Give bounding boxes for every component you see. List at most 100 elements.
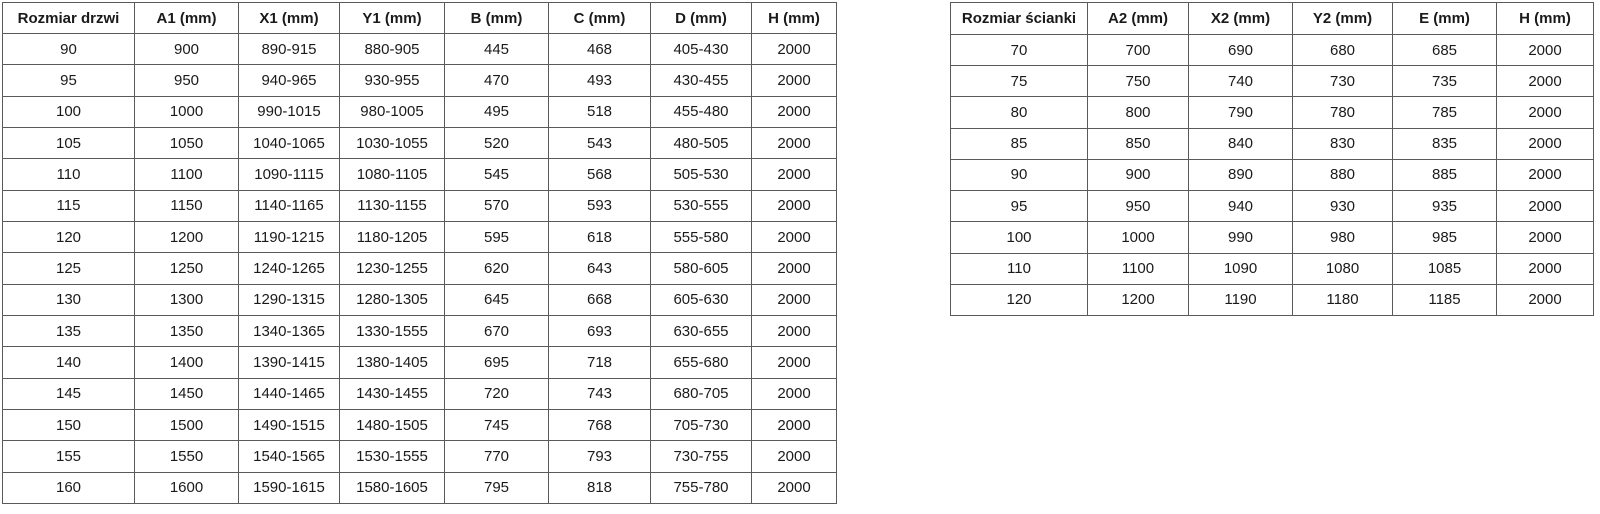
table-cell: 2000 (1496, 65, 1594, 98)
table-cell: 1100 (1087, 252, 1189, 285)
table-cell: 95 (2, 64, 135, 97)
table-cell: 930-955 (339, 64, 445, 97)
table-cell: 470 (444, 64, 549, 97)
table-cell: 90 (2, 32, 135, 66)
table-cell: 655-680 (650, 346, 752, 379)
table-cell: 980-1005 (339, 95, 445, 128)
header-cell: H (mm) (1496, 2, 1594, 35)
table-cell: 1580-1605 (339, 471, 445, 505)
table-row: 140 1400 1390-1415 1380-1405 695 718 655-680 20… (2, 346, 837, 379)
table-cell: 568 (548, 158, 651, 191)
table-row: 145 1450 1440-1465 1430-1455 720 743 680-705 20… (2, 377, 837, 410)
table-cell: 720 (444, 377, 549, 410)
table-cell: 555-580 (650, 220, 752, 254)
table-cell: 1600 (134, 471, 239, 505)
table-cell: 2000 (751, 95, 837, 128)
table-cell: 1180 (1292, 283, 1393, 317)
table-cell: 990 (1188, 221, 1293, 254)
table-cell: 840 (1188, 127, 1293, 160)
table-cell: 2000 (1496, 96, 1594, 129)
table-cell: 100 (2, 95, 135, 128)
table-cell: 990-1015 (238, 95, 340, 128)
table-row: 160 1600 1590-1615 1580-1605 795 818 755-780 20… (2, 471, 837, 505)
table-row: 75 750 740 730 735 2000 (950, 65, 1594, 98)
table-cell: 120 (2, 220, 135, 254)
table-cell: 793 (548, 440, 651, 473)
table-cell: 780 (1292, 96, 1393, 129)
table-cell: 1050 (134, 126, 239, 160)
table-cell: 2000 (751, 64, 837, 97)
header-row: Rozmiar drzwi A1 (mm) X1 (mm) Y1 (mm) B (mm)… (2, 2, 837, 34)
table-cell: 2000 (751, 346, 837, 379)
table-row: 135 1350 1340-1365 1330-1555 670 693 630-655 20… (2, 314, 837, 348)
table-cell: 1200 (134, 220, 239, 254)
table-cell: 2000 (1496, 252, 1594, 285)
table-cell: 620 (444, 252, 549, 285)
table-cell: 685 (1392, 33, 1497, 67)
table-cell: 940 (1188, 190, 1293, 223)
table-cell: 2000 (751, 32, 837, 66)
table-cell: 1040-1065 (238, 126, 340, 160)
table-row: 95 950 940 930 935 2000 (950, 190, 1594, 223)
header-cell: A2 (mm) (1087, 2, 1189, 35)
table-row: 90 900 890-915 880-905 445 468 405-430 2000 (2, 32, 837, 66)
table-row: 130 1300 1290-1315 1280-1305 645 668 605-630 20… (2, 283, 837, 316)
table-cell: 85 (950, 127, 1088, 160)
table-cell: 1100 (134, 158, 239, 191)
table-row: 155 1550 1540-1565 1530-1555 770 793 730-755 20… (2, 440, 837, 473)
table-cell: 480-505 (650, 126, 752, 160)
table-cell: 1150 (134, 189, 239, 222)
table-cell: 1450 (134, 377, 239, 410)
table-cell: 110 (950, 252, 1088, 285)
table-cell: 790 (1188, 96, 1293, 129)
header-cell: H (mm) (751, 2, 837, 34)
table-cell: 405-430 (650, 32, 752, 66)
table-cell: 455-480 (650, 95, 752, 128)
table-cell: 740 (1188, 65, 1293, 98)
table-cell: 1090 (1188, 252, 1293, 285)
table-cell: 1530-1555 (339, 440, 445, 473)
table-cell: 770 (444, 440, 549, 473)
table-cell: 680-705 (650, 377, 752, 410)
table-row: 150 1500 1490-1515 1480-1505 745 768 705-730 20… (2, 408, 837, 442)
table-cell: 545 (444, 158, 549, 191)
table-cell: 1480-1505 (339, 408, 445, 442)
table-cell: 445 (444, 32, 549, 66)
door-size-table: Rozmiar drzwi A1 (mm) X1 (mm) Y1 (mm) B (mm)… (2, 2, 837, 505)
table-cell: 2000 (1496, 127, 1594, 160)
table-cell: 935 (1392, 190, 1497, 223)
table-cell: 1200 (1087, 283, 1189, 317)
table-row: 70 700 690 680 685 2000 (950, 33, 1594, 67)
table-cell: 693 (548, 314, 651, 348)
table-cell: 530-555 (650, 189, 752, 222)
table-cell: 605-630 (650, 283, 752, 316)
table-cell: 1440-1465 (238, 377, 340, 410)
table-cell: 95 (950, 190, 1088, 223)
header-cell: Rozmiar drzwi (2, 2, 135, 34)
table-cell: 2000 (1496, 283, 1594, 317)
table-cell: 543 (548, 126, 651, 160)
table-cell: 745 (444, 408, 549, 442)
header-cell: Y2 (mm) (1292, 2, 1393, 35)
table-row: 100 1000 990 980 985 2000 (950, 221, 1594, 254)
table-cell: 1030-1055 (339, 126, 445, 160)
table-cell: 1340-1365 (238, 314, 340, 348)
table-cell: 668 (548, 283, 651, 316)
table-cell: 730 (1292, 65, 1393, 98)
table-cell: 1000 (134, 95, 239, 128)
table-cell: 1000 (1087, 221, 1189, 254)
header-cell: C (mm) (548, 2, 651, 34)
table-cell: 2000 (751, 158, 837, 191)
table-row: 120 1200 1190-1215 1180-1205 595 618 555-580 20… (2, 220, 837, 254)
table-cell: 430-455 (650, 64, 752, 97)
header-cell: X1 (mm) (238, 2, 340, 34)
table-cell: 730-755 (650, 440, 752, 473)
header-cell: D (mm) (650, 2, 752, 34)
header-cell: X2 (mm) (1188, 2, 1293, 35)
header-row: Rozmiar ścianki A2 (mm) X2 (mm) Y2 (mm) E (m… (950, 2, 1594, 35)
table-row: 80 800 790 780 785 2000 (950, 96, 1594, 129)
table-cell: 1330-1555 (339, 314, 445, 348)
table-cell: 885 (1392, 158, 1497, 192)
table-cell: 795 (444, 471, 549, 505)
table-cell: 493 (548, 64, 651, 97)
